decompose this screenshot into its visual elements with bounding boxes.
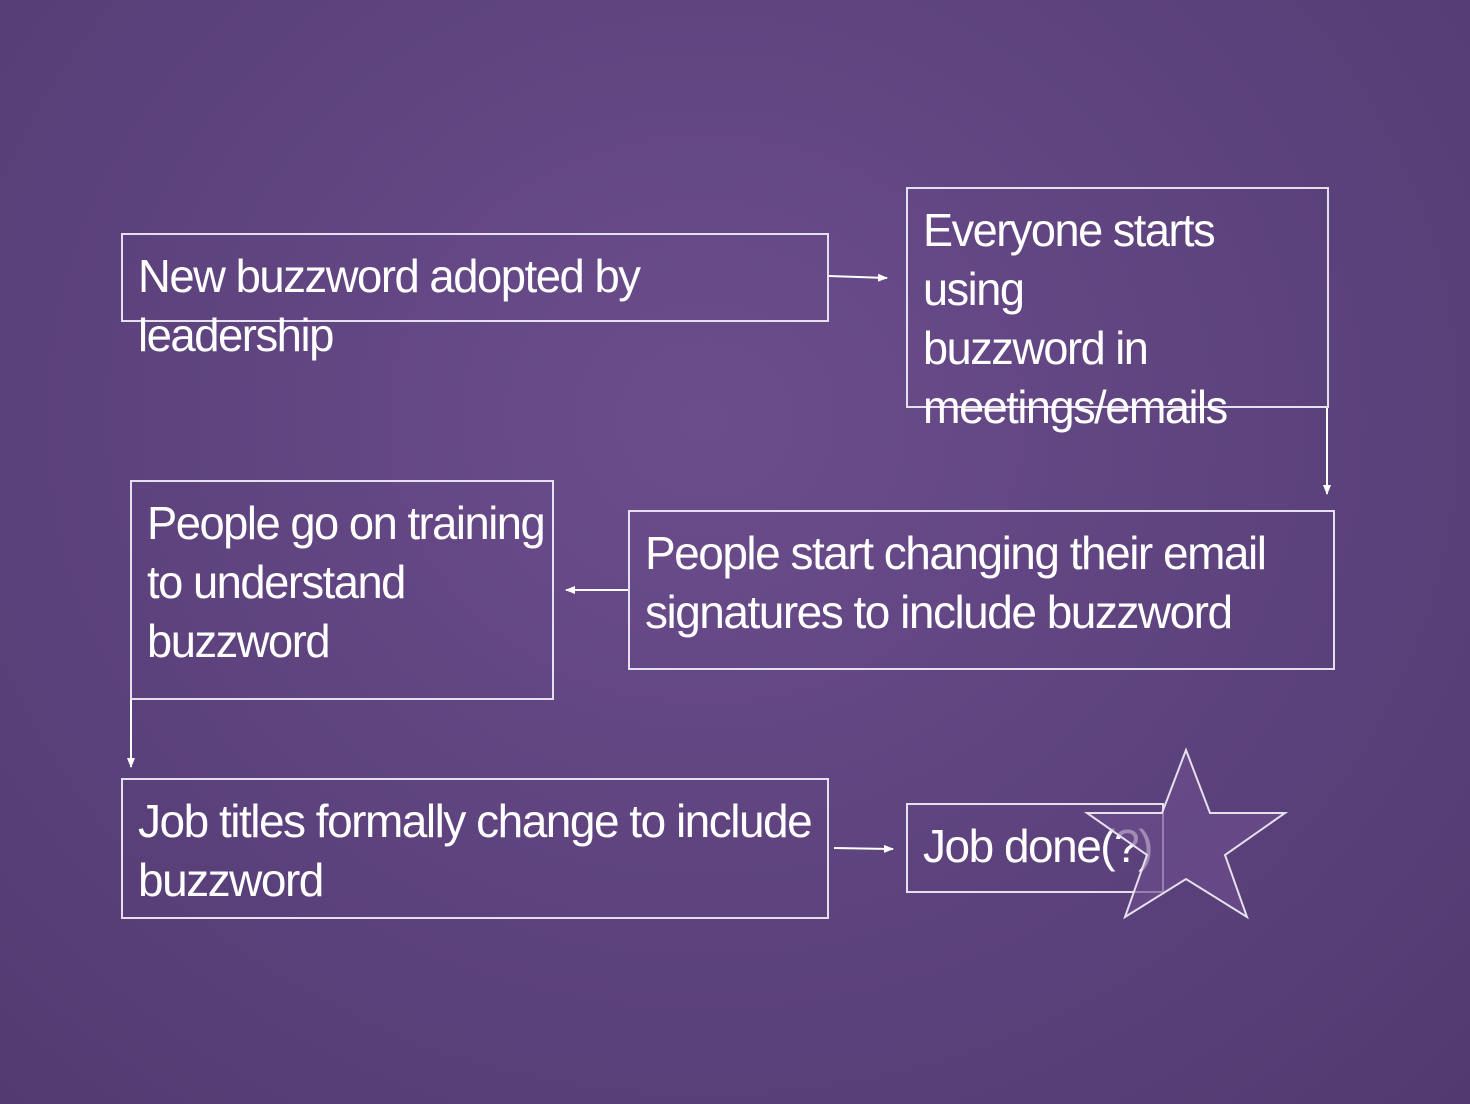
step-box-1: New buzzword adopted by leadership bbox=[121, 233, 829, 361]
arrow-step5-to-step6 bbox=[833, 844, 894, 853]
step-label-4: People go on training to understand buzz… bbox=[147, 497, 546, 667]
step-label-6: Job done(?) bbox=[923, 820, 1154, 872]
step-label-2: Everyone starts using buzzword in meetin… bbox=[923, 204, 1228, 433]
step-box-2: Everyone starts using buzzword in meetin… bbox=[906, 187, 1329, 433]
step-label-5: Job titles formally change to include bu… bbox=[138, 795, 813, 906]
step-box-3: People start changing their email signat… bbox=[628, 510, 1335, 670]
step-box-6: Job done(?) bbox=[906, 803, 1164, 893]
step-box-4: People go on training to understand buzz… bbox=[130, 480, 554, 700]
step-box-5: Job titles formally change to include bu… bbox=[121, 778, 829, 919]
arrow-step1-to-step2 bbox=[828, 273, 888, 282]
step-label-3: People start changing their email signat… bbox=[645, 527, 1267, 638]
step-label-1: New buzzword adopted by leadership bbox=[138, 250, 641, 361]
